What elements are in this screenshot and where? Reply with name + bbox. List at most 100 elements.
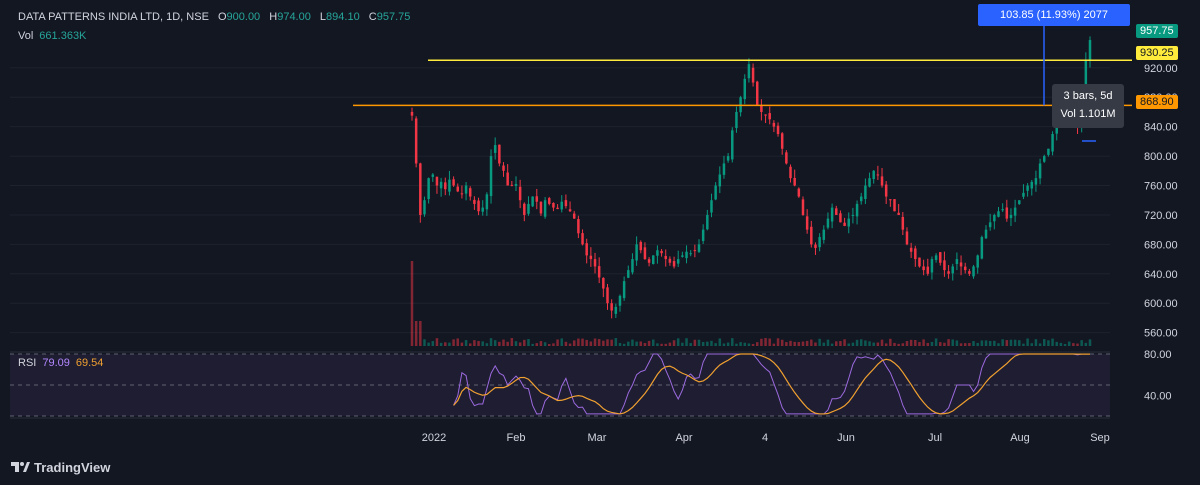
volume-bar xyxy=(676,338,680,346)
volume-bar xyxy=(747,343,751,346)
volume-bar xyxy=(568,343,572,346)
symbol-header: DATA PATTERNS INDIA LTD, 1D, NSE O900.00… xyxy=(18,11,410,23)
volume-bar xyxy=(826,339,830,346)
volume-bar xyxy=(776,338,780,346)
candle-body xyxy=(1013,207,1017,216)
volume-bar xyxy=(918,342,921,346)
low-label: L xyxy=(319,11,327,23)
candle-body xyxy=(643,247,647,260)
volume-bar xyxy=(627,341,630,346)
candle-body xyxy=(660,250,663,254)
candle-body xyxy=(577,219,580,234)
volume-bar xyxy=(789,340,792,346)
candle-body xyxy=(864,185,867,199)
candle-body xyxy=(597,266,601,278)
candle-body xyxy=(485,194,489,210)
volume-bar xyxy=(735,343,738,346)
candle-body xyxy=(934,255,938,260)
volume-bar xyxy=(668,342,672,346)
volume-bar xyxy=(1076,343,1079,346)
price-tick-label: 640.00 xyxy=(1144,269,1178,281)
candle-body xyxy=(627,270,630,278)
candle-body xyxy=(535,196,539,202)
volume-bar xyxy=(993,340,996,346)
volume-bar xyxy=(980,340,984,346)
candle-body xyxy=(1005,207,1009,219)
candle-body xyxy=(731,130,734,160)
candle-body xyxy=(959,262,963,267)
volume-bar xyxy=(893,342,896,346)
candle-body xyxy=(984,229,988,239)
axes: 560.00 600.00 640.00 680.00 720.00 760.00 800.… xyxy=(10,63,1178,444)
time-tick-label: Aug xyxy=(1010,432,1030,444)
volume-bar xyxy=(914,340,917,346)
candle-body xyxy=(926,266,930,274)
candle-body xyxy=(647,259,651,263)
candle-body xyxy=(884,184,888,197)
price-tick-label: 840.00 xyxy=(1144,122,1178,134)
volume-bar xyxy=(889,338,892,346)
last-price-label: 957.75 xyxy=(1136,24,1178,38)
volume-bar xyxy=(897,343,900,346)
volume-bar xyxy=(660,343,663,346)
candle-body xyxy=(822,229,826,240)
volume-bar xyxy=(535,343,539,346)
candle-body xyxy=(593,259,597,267)
volume-bar xyxy=(523,339,526,346)
candle-body xyxy=(955,259,959,264)
volume-bar xyxy=(510,338,514,346)
candle-body xyxy=(631,259,634,273)
volume-bar xyxy=(543,342,547,346)
candle-body xyxy=(681,255,684,257)
tradingview-logo[interactable]: TradingView xyxy=(10,457,110,477)
candle-body xyxy=(689,253,692,255)
rsi-ma-line xyxy=(453,353,1090,415)
volume-bar xyxy=(531,343,534,346)
volume-bar xyxy=(1047,340,1050,346)
volume-bar xyxy=(639,341,643,346)
candle-body xyxy=(1009,214,1013,219)
price-tick-label: 920.00 xyxy=(1144,63,1178,75)
candle-body xyxy=(747,64,751,79)
candle-body xyxy=(548,198,551,204)
price-tick-label: 800.00 xyxy=(1144,151,1178,163)
volume-bar xyxy=(880,339,884,346)
candle-body xyxy=(514,184,518,186)
volume-bar xyxy=(847,343,850,346)
volume-bar xyxy=(1026,338,1029,346)
price-tick-label: 680.00 xyxy=(1144,239,1178,251)
candle-body xyxy=(1055,122,1058,134)
volume-bar xyxy=(951,339,954,346)
candle-body xyxy=(427,178,430,200)
volume-bar xyxy=(464,340,468,346)
volume-bar xyxy=(793,341,796,346)
volume-bar xyxy=(468,343,472,346)
volume-bar xyxy=(602,340,605,346)
orange-line-label: 868.90 xyxy=(1136,95,1178,109)
volume-bar xyxy=(681,342,684,346)
volume-bar xyxy=(976,342,979,346)
volume-bar xyxy=(939,342,942,346)
candle-body xyxy=(468,188,472,197)
volume-bar xyxy=(722,343,726,346)
volume-bar xyxy=(444,342,447,346)
volume-bar xyxy=(997,343,1000,346)
open-label: O xyxy=(217,11,227,23)
candle-body xyxy=(652,255,655,265)
volume-bar xyxy=(593,338,597,346)
candle-body xyxy=(710,200,713,213)
volume-bar xyxy=(755,342,759,346)
volume-bar xyxy=(456,338,460,346)
volume-bar xyxy=(689,343,692,346)
candle-body xyxy=(506,172,509,186)
candle-body xyxy=(793,177,796,186)
volume-bar xyxy=(772,343,776,346)
volume-bar xyxy=(1005,340,1009,346)
candle-body xyxy=(410,111,414,116)
volume-bar xyxy=(785,342,788,346)
volume-bar xyxy=(710,340,713,346)
candle-body xyxy=(922,266,925,271)
rsi-legend: RSI 79.09 69.54 xyxy=(18,357,103,369)
